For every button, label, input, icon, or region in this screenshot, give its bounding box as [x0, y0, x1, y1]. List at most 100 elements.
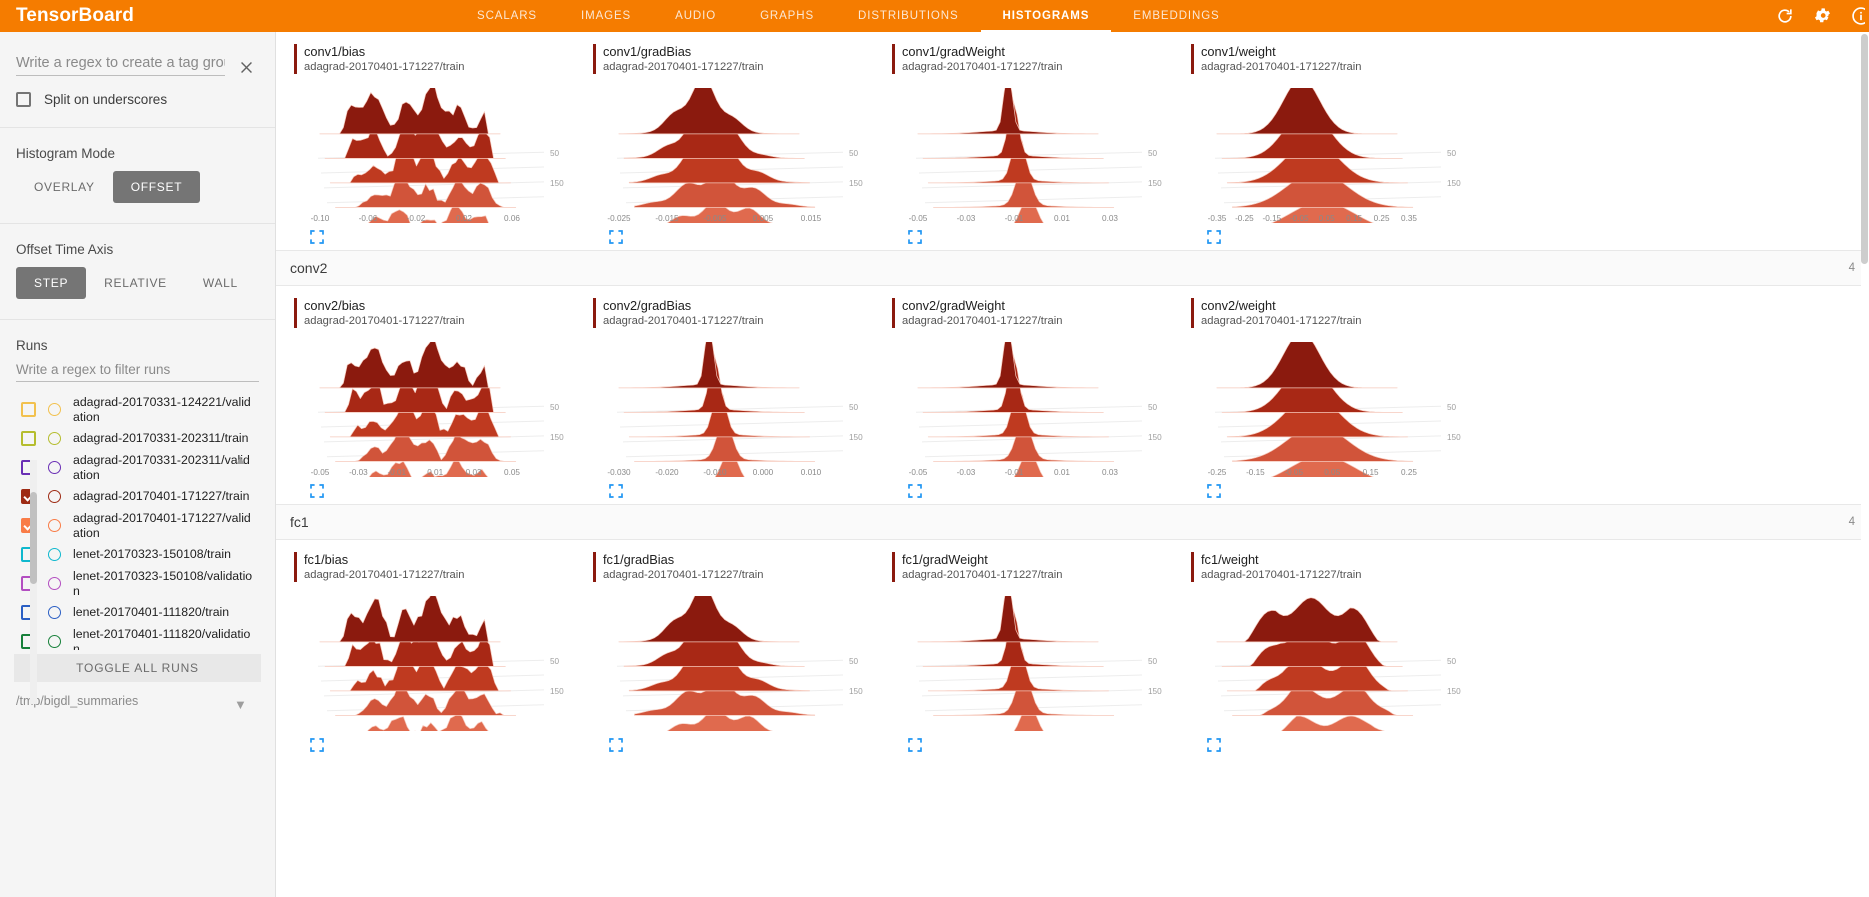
run-item[interactable]: adagrad-20170401-171227/train [14, 485, 261, 508]
run-color-dot[interactable] [48, 606, 61, 619]
group-header-fc1[interactable]: fc1 4 [276, 504, 1869, 541]
time-axis-relative[interactable]: RELATIVE [86, 267, 185, 299]
card-title-wrap: fc1/bias adagrad-20170401-171227/train [292, 552, 575, 583]
run-item[interactable]: lenet-20170323-150108/train [14, 543, 261, 566]
nav-tabs: SCALARS IMAGES AUDIO GRAPHS DISTRIBUTIONS HIS… [455, 0, 1242, 32]
time-axis-wall[interactable]: WALL [185, 267, 256, 299]
expand-icon[interactable] [310, 484, 324, 499]
run-item[interactable]: adagrad-20170331-202311/train [14, 427, 261, 450]
histogram-mode-offset[interactable]: OFFSET [112, 171, 201, 203]
tab-distributions[interactable]: DISTRIBUTIONS [858, 10, 959, 22]
run-color-dot[interactable] [48, 490, 61, 503]
run-item[interactable]: lenet-20170323-150108/validation [14, 566, 261, 601]
svg-text:-0.010: -0.010 [703, 468, 727, 477]
histogram-plot[interactable]: 50 150 [1193, 596, 1468, 732]
expand-icon[interactable] [310, 230, 324, 244]
group-name: conv2 [290, 260, 328, 277]
card-run-name: adagrad-20170401-171227/train [603, 61, 764, 74]
run-color-dot[interactable] [48, 403, 61, 416]
toggle-all-runs-button[interactable]: TOGGLE ALL RUNS [14, 654, 261, 682]
histogram-plot[interactable]: 50 150 -0.030 -0.020 -0.010 0.000 0.010 [595, 342, 870, 478]
expand-icon[interactable] [310, 738, 324, 753]
header-icons [1775, 0, 1869, 32]
run-color-dot[interactable] [48, 577, 61, 590]
svg-text:50: 50 [550, 657, 560, 666]
run-item[interactable]: adagrad-20170331-124221/validation [14, 392, 261, 427]
histogram-card: conv1/weight adagrad-20170401-171227/trai… [1189, 44, 1472, 244]
expand-icon[interactable] [609, 484, 623, 499]
histogram-plot[interactable]: 50 150 -0.05 -0.03 -0.01 0.01 0.03 [894, 88, 1169, 224]
histogram-plot[interactable]: 50 150 -0.35 -0.25 -0.15 -0.05 0.05 0.15 0.25 0.3… [1193, 88, 1468, 224]
expand-icon[interactable] [609, 738, 623, 753]
card-title-wrap: conv2/gradBias adagrad-20170401-171227/tr… [591, 298, 874, 329]
group-name: fc1 [290, 514, 309, 531]
expand-icon[interactable] [1207, 230, 1221, 244]
histogram-plot[interactable]: 50 150 -0.05 -0.03 -0.01 0.01 0.03 [894, 342, 1169, 478]
histogram-plot[interactable]: 50 150 [296, 596, 571, 732]
group-header-conv2[interactable]: conv2 4 [276, 250, 1869, 287]
runs-scrollbar[interactable] [30, 460, 37, 704]
chevron-up-icon[interactable]: ▲ [234, 452, 247, 467]
gear-icon[interactable] [1813, 6, 1833, 26]
svg-text:150: 150 [849, 179, 863, 188]
close-icon[interactable] [233, 54, 259, 80]
svg-text:0.05: 0.05 [1324, 468, 1340, 477]
tab-audio[interactable]: AUDIO [675, 10, 717, 22]
run-checkbox[interactable] [21, 431, 36, 446]
card-title: fc1/weight [1201, 552, 1259, 568]
run-item[interactable]: adagrad-20170401-171227/validation [14, 508, 261, 543]
runs-filter-wrap [0, 353, 275, 382]
tag-group-input[interactable] [16, 55, 225, 76]
tab-embeddings[interactable]: EMBEDDINGS [1133, 10, 1220, 22]
card-run-name: adagrad-20170401-171227/train [304, 569, 465, 582]
split-on-underscores-checkbox[interactable] [16, 92, 31, 107]
expand-icon[interactable] [908, 738, 922, 753]
tab-graphs[interactable]: GRAPHS [760, 10, 815, 22]
expand-icon[interactable] [908, 484, 922, 499]
histogram-plot[interactable]: 50 150 -0.10 -0.06 -0.02 0.02 0.06 [296, 88, 571, 224]
histogram-plot[interactable]: 50 150 [894, 596, 1169, 732]
refresh-icon[interactable] [1775, 6, 1795, 26]
run-item[interactable]: lenet-20170401-111820/train [14, 601, 261, 624]
main-scroll-thumb[interactable] [1861, 34, 1868, 264]
runs-list[interactable]: adagrad-20170331-124221/validation adagra… [14, 392, 261, 650]
svg-text:-0.05: -0.05 [909, 468, 928, 477]
histogram-mode-overlay[interactable]: OVERLAY [16, 171, 113, 203]
card-title-wrap: conv1/gradBias adagrad-20170401-171227/tr… [591, 44, 874, 75]
svg-text:-0.05: -0.05 [1284, 468, 1303, 477]
tab-images[interactable]: IMAGES [581, 10, 632, 22]
expand-icon[interactable] [1207, 738, 1221, 753]
tab-scalars[interactable]: SCALARS [477, 10, 537, 22]
svg-text:150: 150 [1148, 179, 1162, 188]
chevron-down-icon[interactable]: ▼ [234, 697, 247, 712]
run-color-dot[interactable] [48, 461, 61, 474]
run-item[interactable]: lenet-20170401-111820/validation [14, 624, 261, 650]
histogram-plot[interactable]: 50 150 -0.025 -0.015 -0.005 0.005 0.015 [595, 88, 870, 224]
card-title-wrap: fc1/gradBias adagrad-20170401-171227/trai… [591, 552, 874, 583]
run-color-bar [892, 44, 895, 75]
expand-icon[interactable] [609, 230, 623, 244]
run-checkbox[interactable] [21, 402, 36, 417]
histogram-card: conv1/gradBias adagrad-20170401-171227/tr… [591, 44, 874, 244]
histogram-plot[interactable]: 50 150 -0.05 -0.03 -0.01 0.01 0.03 0.05 [296, 342, 571, 478]
run-color-bar [892, 298, 895, 329]
run-color-dot[interactable] [48, 432, 61, 445]
divider [0, 319, 275, 320]
split-on-underscores-row[interactable]: Split on underscores [0, 76, 275, 127]
runs-filter-input[interactable] [16, 362, 259, 382]
main-scrollbar[interactable] [1861, 32, 1869, 897]
expand-icon[interactable] [908, 230, 922, 244]
run-color-dot[interactable] [48, 519, 61, 532]
time-axis-step[interactable]: STEP [16, 267, 87, 299]
info-icon[interactable] [1851, 6, 1865, 26]
run-item[interactable]: adagrad-20170331-202311/validation [14, 450, 261, 485]
tab-histograms[interactable]: HISTOGRAMS [981, 0, 1112, 32]
svg-text:0.03: 0.03 [1102, 468, 1118, 477]
card-row: conv2/bias adagrad-20170401-171227/train 5… [276, 286, 1869, 504]
expand-icon[interactable] [1207, 484, 1221, 499]
histogram-plot[interactable]: 50 150 -0.25 -0.15 -0.05 0.05 0.15 0.25 [1193, 342, 1468, 478]
run-color-dot[interactable] [48, 548, 61, 561]
run-color-dot[interactable] [48, 635, 61, 648]
histogram-plot[interactable]: 50 150 [595, 596, 870, 732]
runs-scroll-thumb[interactable] [30, 492, 37, 584]
